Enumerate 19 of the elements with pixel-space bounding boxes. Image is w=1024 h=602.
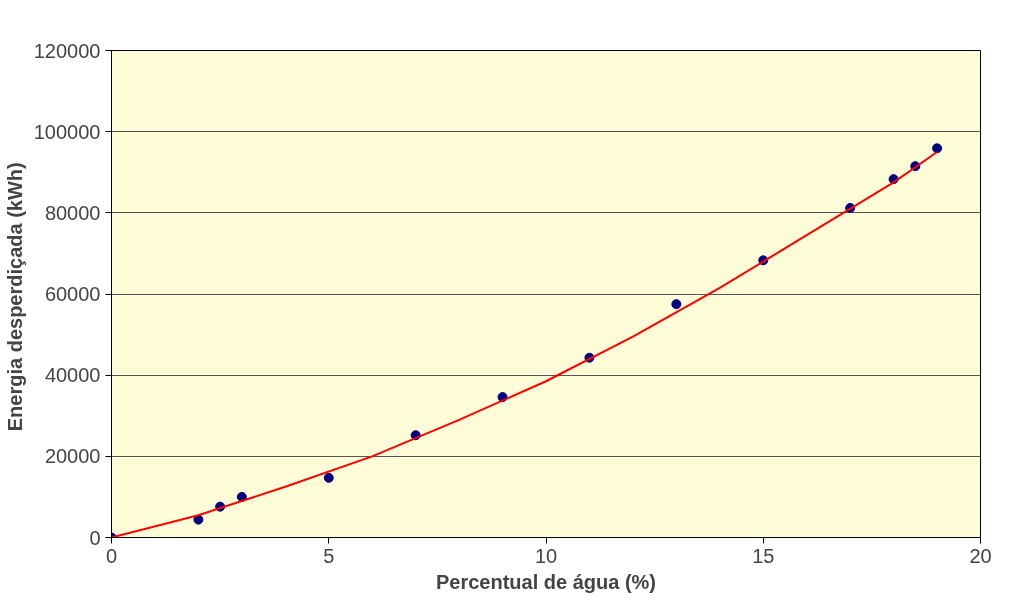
point [671, 299, 682, 310]
point [236, 491, 247, 502]
x-tick-label: 20 [969, 544, 992, 567]
point [932, 143, 943, 154]
y-tick-label: 20000 [44, 445, 101, 468]
point [323, 472, 334, 483]
x-axis-title: Percentual de água (%) [435, 570, 657, 593]
x-tick-label: 5 [323, 544, 335, 567]
y-tick-label: 60000 [44, 283, 101, 305]
x-tick-label: 10 [534, 544, 558, 567]
x-tick-label: 0 [105, 544, 118, 567]
y-tick-label: 40000 [44, 364, 101, 387]
y-tick-label: 100000 [33, 120, 101, 143]
point [193, 514, 204, 525]
y-tick-label: 0 [89, 526, 101, 549]
y-tick-label: 120000 [33, 39, 101, 62]
x-tick-label: 15 [752, 544, 775, 567]
y-axis-title: Energia desperdiçada (kWh) [3, 162, 26, 432]
y-tick-label: 80000 [44, 201, 101, 224]
